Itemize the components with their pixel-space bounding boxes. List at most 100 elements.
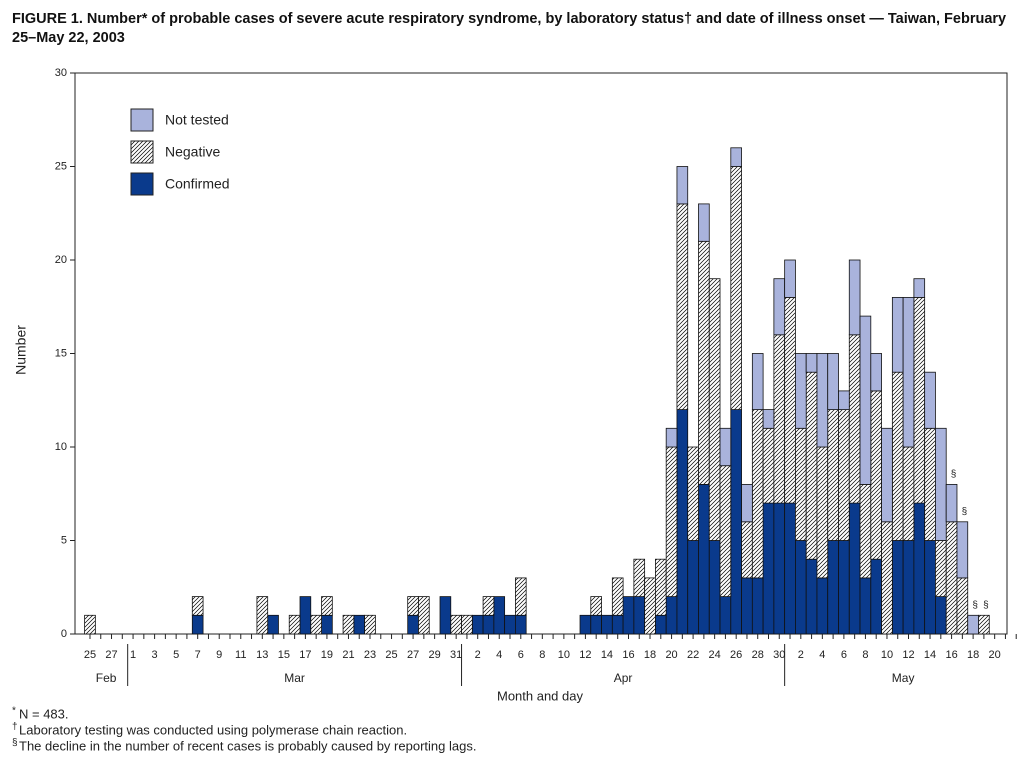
bar-segment bbox=[676, 166, 689, 205]
bar-segment bbox=[698, 203, 710, 242]
bar-segment bbox=[762, 427, 775, 504]
bar-segment bbox=[805, 371, 818, 560]
bar-segment bbox=[967, 614, 979, 635]
bar-segment bbox=[741, 483, 753, 523]
x-tick-label: 29 bbox=[429, 649, 441, 661]
month-label: Apr bbox=[614, 671, 633, 685]
bar-segment bbox=[622, 596, 635, 635]
bar-segment bbox=[935, 427, 947, 541]
bar-segment bbox=[838, 540, 850, 635]
bar-segment bbox=[515, 577, 527, 616]
bar-segment bbox=[784, 259, 796, 298]
bar-segment bbox=[84, 614, 96, 635]
bar-segment bbox=[816, 446, 829, 579]
bar-segment bbox=[859, 577, 872, 635]
x-tick-label: 17 bbox=[299, 649, 311, 661]
bar-segment bbox=[611, 577, 624, 616]
bar-segment bbox=[848, 502, 861, 635]
bar-segment bbox=[611, 614, 624, 635]
x-tick-label: 21 bbox=[342, 649, 354, 661]
bar-segment bbox=[665, 596, 678, 635]
x-tick-label: 19 bbox=[321, 649, 333, 661]
x-tick-label: 9 bbox=[216, 649, 222, 661]
x-tick-label: 10 bbox=[558, 649, 570, 661]
legend-swatch bbox=[130, 172, 154, 196]
bar-segment bbox=[762, 409, 775, 429]
x-tick-label: 6 bbox=[841, 649, 847, 661]
x-tick-label: 18 bbox=[644, 649, 656, 661]
bar-segment bbox=[795, 427, 807, 541]
bar-segment bbox=[891, 296, 904, 373]
bar-segment bbox=[601, 614, 613, 635]
x-tick-label: 24 bbox=[709, 649, 721, 661]
bar-segment bbox=[471, 614, 484, 635]
bar-segment bbox=[579, 614, 592, 635]
x-tick-label: 25 bbox=[84, 649, 96, 661]
x-tick-label: 8 bbox=[862, 649, 868, 661]
month-label: Feb bbox=[96, 671, 117, 685]
bar-segment bbox=[342, 614, 355, 635]
bar-segment bbox=[719, 427, 732, 467]
bar-segment bbox=[881, 427, 893, 523]
x-tick-label: 31 bbox=[450, 649, 462, 661]
x-tick-label: 8 bbox=[539, 649, 545, 661]
bar-segment bbox=[751, 577, 764, 635]
bar-segment bbox=[891, 371, 904, 541]
bar-segment bbox=[730, 147, 742, 167]
bar-segment bbox=[784, 296, 796, 504]
annotation: § bbox=[962, 506, 968, 517]
bar-segment bbox=[698, 240, 710, 485]
bar-segment bbox=[407, 614, 419, 635]
y-tick-label: 30 bbox=[55, 67, 67, 79]
bar-segment bbox=[784, 502, 796, 635]
bar-segment bbox=[461, 614, 473, 635]
bar-segment bbox=[848, 334, 861, 504]
bar-segment bbox=[773, 278, 786, 336]
y-tick-label: 15 bbox=[55, 347, 67, 359]
x-tick-label: 30 bbox=[773, 649, 785, 661]
bar-segment bbox=[816, 353, 829, 448]
bar-segment bbox=[881, 521, 893, 635]
bar-segment bbox=[633, 558, 646, 598]
y-tick-label: 0 bbox=[61, 628, 67, 640]
x-tick-label: 14 bbox=[601, 649, 613, 661]
bar-segment bbox=[687, 446, 699, 541]
bar-segment bbox=[805, 558, 818, 635]
x-axis-label: Month and day bbox=[497, 688, 584, 703]
x-tick-label: 11 bbox=[235, 649, 246, 661]
x-tick-label: 12 bbox=[902, 649, 914, 661]
bar-segment bbox=[493, 596, 506, 635]
bar-segment bbox=[730, 166, 742, 411]
bar-segment bbox=[310, 614, 322, 635]
bar-segment bbox=[321, 614, 333, 635]
x-tick-label: 27 bbox=[407, 649, 419, 661]
bar-segment bbox=[698, 483, 710, 635]
bar-segment bbox=[655, 558, 667, 616]
bar-segment bbox=[741, 521, 753, 579]
x-tick-label: 15 bbox=[278, 649, 290, 661]
bar-segment bbox=[482, 596, 495, 616]
bar-segment bbox=[924, 371, 936, 429]
x-tick-label: 18 bbox=[967, 649, 979, 661]
month-label: May bbox=[892, 671, 915, 685]
y-tick-label: 10 bbox=[55, 441, 67, 453]
legend-label: Negative bbox=[165, 144, 220, 160]
bar-segment bbox=[838, 390, 850, 410]
bar-segment bbox=[267, 614, 279, 635]
legend-swatch bbox=[130, 108, 154, 132]
bar-segment bbox=[751, 353, 764, 410]
bar-segment bbox=[687, 540, 699, 635]
bar-segment bbox=[644, 577, 656, 635]
bar-segment bbox=[482, 614, 495, 635]
x-tick-label: 27 bbox=[105, 649, 117, 661]
bar-segment bbox=[838, 409, 850, 541]
y-tick-label: 5 bbox=[61, 534, 67, 546]
bar-segment bbox=[450, 614, 462, 635]
bar-segment bbox=[827, 540, 839, 635]
bar-segment bbox=[773, 334, 786, 504]
x-tick-label: 28 bbox=[752, 649, 764, 661]
x-tick-label: 20 bbox=[989, 649, 1001, 661]
bar-segment bbox=[902, 540, 915, 635]
